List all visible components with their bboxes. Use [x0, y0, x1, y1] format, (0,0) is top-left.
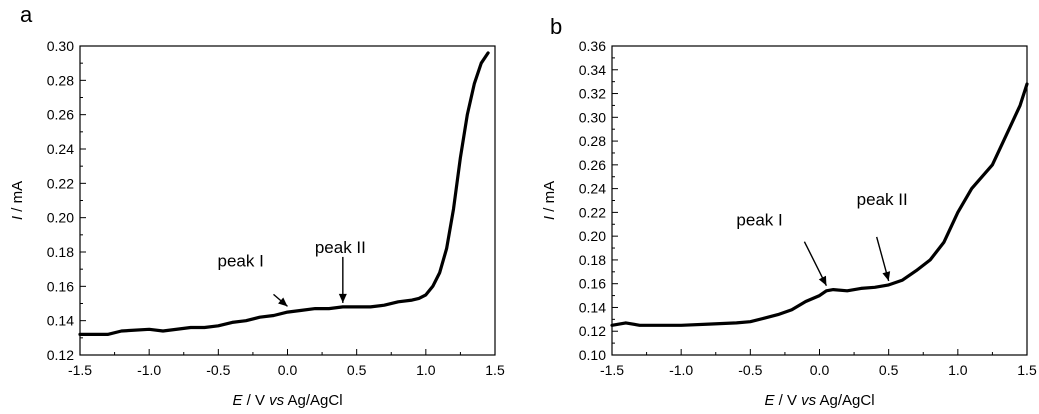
x-axis-label-vs: vs [269, 392, 285, 409]
y-tick-label: 0.26 [47, 107, 74, 123]
plot-frame [79, 45, 496, 356]
y-tick-label: 0.14 [579, 299, 606, 315]
x-tick-label: 1.0 [948, 362, 968, 378]
y-axis-label: I / mA [9, 181, 26, 220]
annotation-arrowhead [882, 271, 891, 281]
y-tick-label: 0.28 [47, 72, 74, 88]
y-tick-label: 0.10 [579, 347, 606, 363]
y-tick-label: 0.22 [47, 175, 74, 191]
panel-b: b -1.5 -1.0 -0.5 0.0 0.5 1.0 1.5 0.10 0.12 0.14 0.… [541, 14, 1037, 409]
annotation-label: peak I [218, 251, 264, 270]
x-tick-label: -1.5 [600, 362, 624, 378]
y-tick-label: 0.26 [579, 157, 606, 173]
x-tick-label: 0.5 [347, 362, 367, 378]
y-tick-label: 0.32 [579, 86, 606, 102]
panel-label: b [550, 14, 562, 39]
y-tick-label: 0.30 [47, 38, 74, 54]
x-axis-label: E / V vs Ag/AgCl [764, 392, 874, 409]
x-tick-label: -1.0 [137, 362, 161, 378]
y-tick-label: 0.28 [579, 133, 606, 149]
x-axis-label-symbol: E [232, 392, 243, 409]
y-tick-label: 0.14 [47, 313, 74, 329]
y-axis-label: I / mA [541, 181, 558, 220]
x-tick-label: -0.5 [206, 362, 230, 378]
data-series-line [78, 51, 490, 336]
annotation-arrowhead [278, 297, 288, 307]
x-tick-label: -1.5 [68, 362, 92, 378]
y-tick-label: 0.22 [579, 204, 606, 220]
annotation-label: peak II [857, 190, 908, 209]
y-tick-label: 0.18 [47, 244, 74, 260]
x-tick-label: 1.0 [416, 362, 436, 378]
x-axis-label-vs: vs [801, 392, 817, 409]
y-tick-label: 0.34 [579, 62, 606, 78]
y-tick-label: 0.16 [579, 276, 606, 292]
data-series-line [610, 82, 1029, 327]
panel-label: a [20, 2, 33, 27]
y-tick-label: 0.20 [579, 228, 606, 244]
annotation-arrowhead [818, 275, 827, 286]
x-axis-label-symbol: E [764, 392, 775, 409]
y-tick-label: 0.16 [47, 278, 74, 294]
y-tick-label: 0.12 [47, 347, 74, 363]
y-tick-label: 0.24 [47, 141, 74, 157]
y-axis-label-unit: / mA [9, 181, 26, 216]
annotation-label: peak I [736, 211, 782, 230]
y-axis-label-unit: / mA [541, 181, 558, 216]
x-axis-label: E / V vs Ag/AgCl [232, 392, 342, 409]
x-tick-label: 1.5 [485, 362, 505, 378]
x-tick-label: 1.5 [1017, 362, 1037, 378]
x-axis-label-reference: Ag/AgCl [816, 392, 874, 409]
x-axis-label-unit: / V [774, 392, 801, 409]
y-tick-label: 0.36 [579, 38, 606, 54]
x-axis-label-unit: / V [242, 392, 269, 409]
x-tick-label: 0.0 [278, 362, 298, 378]
x-axis-label-reference: Ag/AgCl [284, 392, 342, 409]
annotation-label: peak II [315, 238, 366, 257]
x-tick-label: -1.0 [669, 362, 693, 378]
x-tick-label: 0.0 [810, 362, 830, 378]
x-tick-label: 0.5 [879, 362, 899, 378]
y-tick-label: 0.30 [579, 109, 606, 125]
annotation-arrowhead [338, 293, 347, 303]
y-tick-label: 0.24 [579, 181, 606, 197]
y-axis-label-symbol: I [9, 216, 26, 220]
panel-a: a -1.5 -1.0 -0.5 0.0 0.5 1.0 1.5 0.12 0.14 0.16 0.… [9, 2, 505, 409]
y-tick-label: 0.12 [579, 323, 606, 339]
x-tick-label: -0.5 [738, 362, 762, 378]
y-axis-label-symbol: I [541, 216, 558, 220]
y-tick-label: 0.20 [47, 210, 74, 226]
y-tick-label: 0.18 [579, 252, 606, 268]
